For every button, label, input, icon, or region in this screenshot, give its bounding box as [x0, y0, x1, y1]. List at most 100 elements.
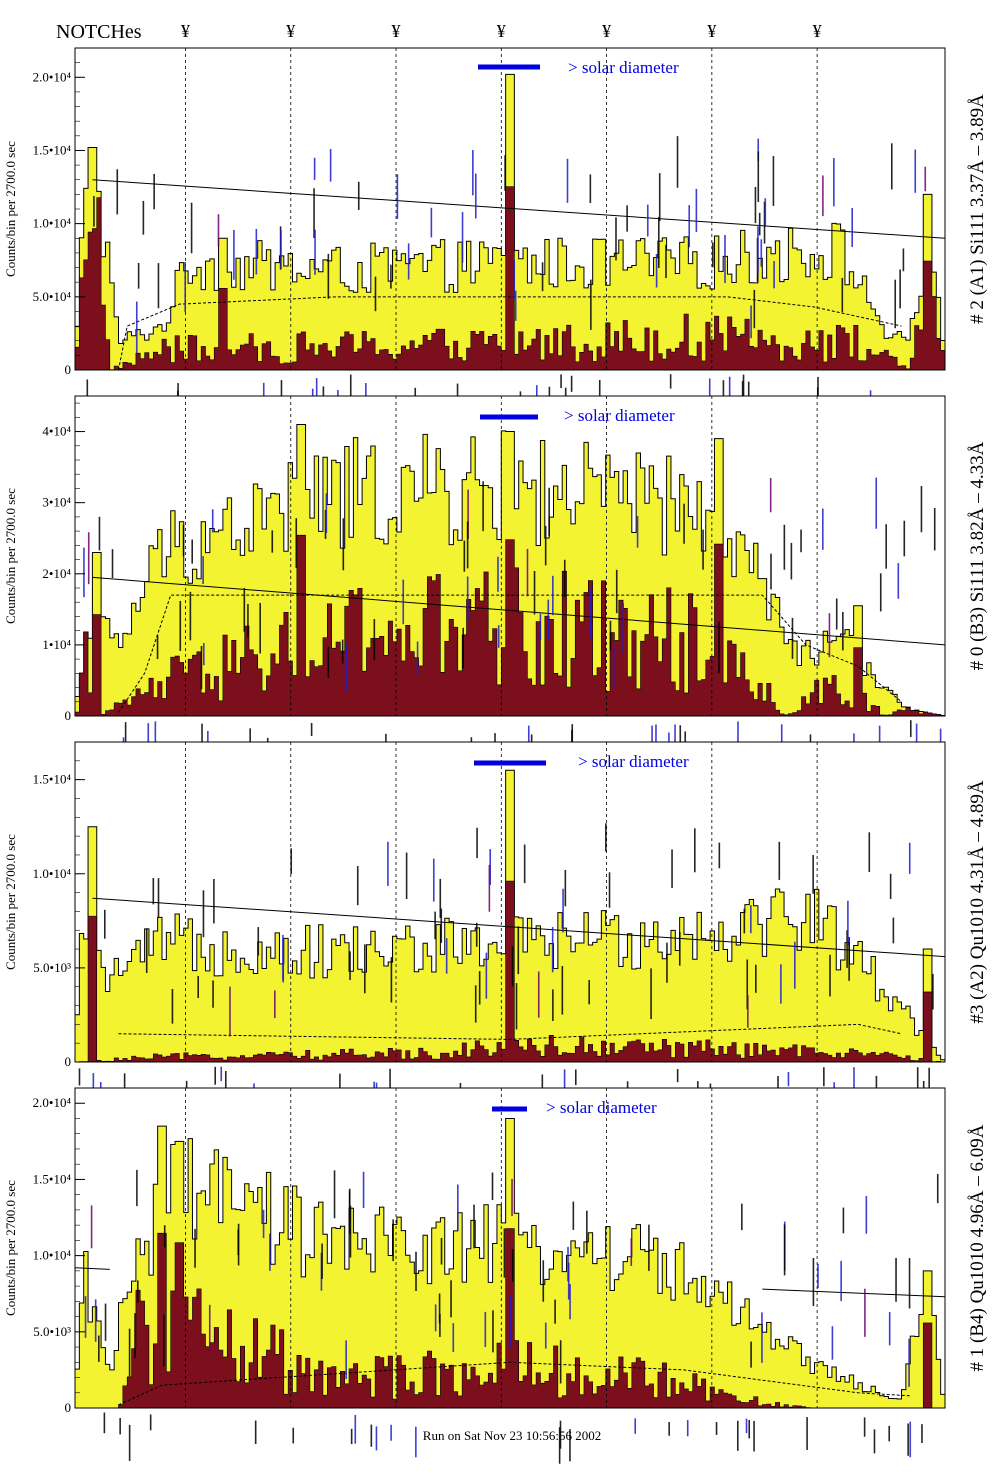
bin-annotation	[171, 988, 174, 1024]
bin-annotation	[163, 1225, 166, 1248]
bin-annotation	[136, 1169, 138, 1207]
bin-annotation	[370, 1424, 373, 1447]
ytick-label: 4•10⁴	[42, 424, 71, 439]
bin-annotation	[875, 477, 878, 529]
ytick-label: 0	[65, 362, 72, 377]
bin-annotation	[626, 205, 628, 232]
bin-annotation	[928, 1067, 930, 1096]
bin-annotation	[339, 1073, 341, 1094]
bin-annotation	[748, 1419, 751, 1439]
bin-annotation	[812, 1257, 815, 1307]
bin-annotation	[103, 909, 106, 939]
bin-annotation	[835, 598, 838, 630]
bin-annotation	[753, 289, 756, 329]
bin-annotation	[615, 217, 617, 261]
bin-annotation	[475, 922, 478, 947]
dashed-profile	[118, 594, 902, 713]
bin-annotation	[229, 986, 231, 1037]
bin-annotation	[742, 374, 745, 409]
bin-annotation	[567, 1262, 570, 1300]
bin-annotation	[440, 908, 443, 943]
bin-annotation	[551, 927, 554, 973]
bin-annotation	[149, 1414, 152, 1431]
bin-annotation	[828, 613, 831, 658]
bin-annotation	[249, 728, 251, 749]
bin-annotation	[154, 721, 157, 759]
bin-annotation	[666, 942, 668, 983]
bin-annotation	[189, 591, 192, 641]
solar-diameter-label: > solar diameter	[568, 58, 679, 77]
bin-annotation	[191, 539, 194, 564]
bin-annotation	[396, 174, 399, 219]
bin-annotation	[562, 888, 564, 933]
bin-annotation	[390, 1424, 392, 1441]
bin-annotation	[908, 842, 911, 874]
bin-annotation	[84, 1296, 87, 1338]
bin-annotation	[921, 1424, 923, 1443]
bin-annotation	[655, 724, 657, 756]
bin-annotation	[349, 1205, 352, 1258]
ytick-label: 1.5•10⁴	[33, 1171, 72, 1186]
bin-annotation	[257, 927, 260, 956]
bin-annotation	[570, 375, 573, 392]
bin-annotation	[718, 621, 720, 674]
bin-annotation	[356, 866, 359, 906]
bin-annotation	[363, 944, 366, 994]
y-axis-label: Counts/bin per 2700.0 sec	[3, 1180, 18, 1316]
fit-line-1	[92, 576, 946, 646]
bin-annotation	[800, 529, 802, 553]
bin-annotation	[128, 1424, 131, 1461]
bin-annotation	[903, 520, 906, 557]
bin-annotation	[78, 1068, 81, 1086]
bin-annotation	[87, 532, 90, 585]
bin-annotation	[588, 980, 590, 1005]
bin-annotation	[831, 1326, 834, 1360]
bin-annotation	[373, 619, 376, 661]
bin-annotation	[888, 1425, 891, 1442]
bin-annotation	[262, 1209, 265, 1239]
bin-annotation	[473, 1204, 475, 1249]
bin-annotation	[103, 1412, 106, 1434]
bin-annotation	[497, 556, 499, 592]
ytick-label: 1.5•10⁴	[33, 142, 72, 157]
bin-annotation	[157, 263, 160, 309]
bin-annotation	[295, 518, 298, 568]
bin-annotation	[772, 156, 775, 206]
bin-annotation	[390, 957, 393, 1003]
bin-annotation	[348, 1190, 351, 1221]
bin-annotation	[405, 852, 408, 899]
bin-annotation	[936, 1173, 939, 1204]
bin-annotation	[478, 971, 481, 1005]
bin-annotation	[357, 181, 360, 210]
bin-annotation	[243, 587, 246, 632]
bin-annotation	[822, 175, 824, 217]
bin-annotation	[123, 1073, 126, 1101]
bin-annotation	[563, 559, 566, 597]
bin-annotation	[851, 207, 854, 247]
bin-annotation	[554, 1299, 556, 1324]
bin-annotation	[560, 374, 562, 389]
bin-annotation	[179, 601, 182, 651]
bin-annotation	[439, 878, 442, 918]
bin-annotation	[650, 968, 652, 1020]
bin-annotation	[939, 728, 942, 743]
histogram-dark	[74, 880, 946, 1063]
bin-annotation	[457, 1184, 459, 1231]
panel-1: 0 5.0•10⁴ 1.0•10⁴ 1.5•10⁴ 2.0•10⁴ Counts/bin …	[3, 47, 988, 424]
bin-annotation	[715, 1422, 718, 1435]
bin-annotation	[712, 242, 714, 268]
ytick-label: 2.0•10⁴	[33, 69, 72, 84]
bin-annotation	[83, 547, 85, 598]
bin-annotation	[269, 1233, 271, 1271]
bin-annotation	[757, 226, 759, 274]
bin-annotation	[450, 1280, 452, 1318]
bin-annotation	[589, 174, 592, 204]
dashed-profile	[118, 296, 902, 371]
bin-annotation	[865, 1196, 868, 1234]
ytick-label: 0	[65, 708, 72, 723]
bin-annotation	[736, 1420, 739, 1451]
bin-annotation	[823, 1067, 825, 1087]
bin-annotation	[605, 823, 607, 852]
bin-annotation	[608, 872, 611, 908]
